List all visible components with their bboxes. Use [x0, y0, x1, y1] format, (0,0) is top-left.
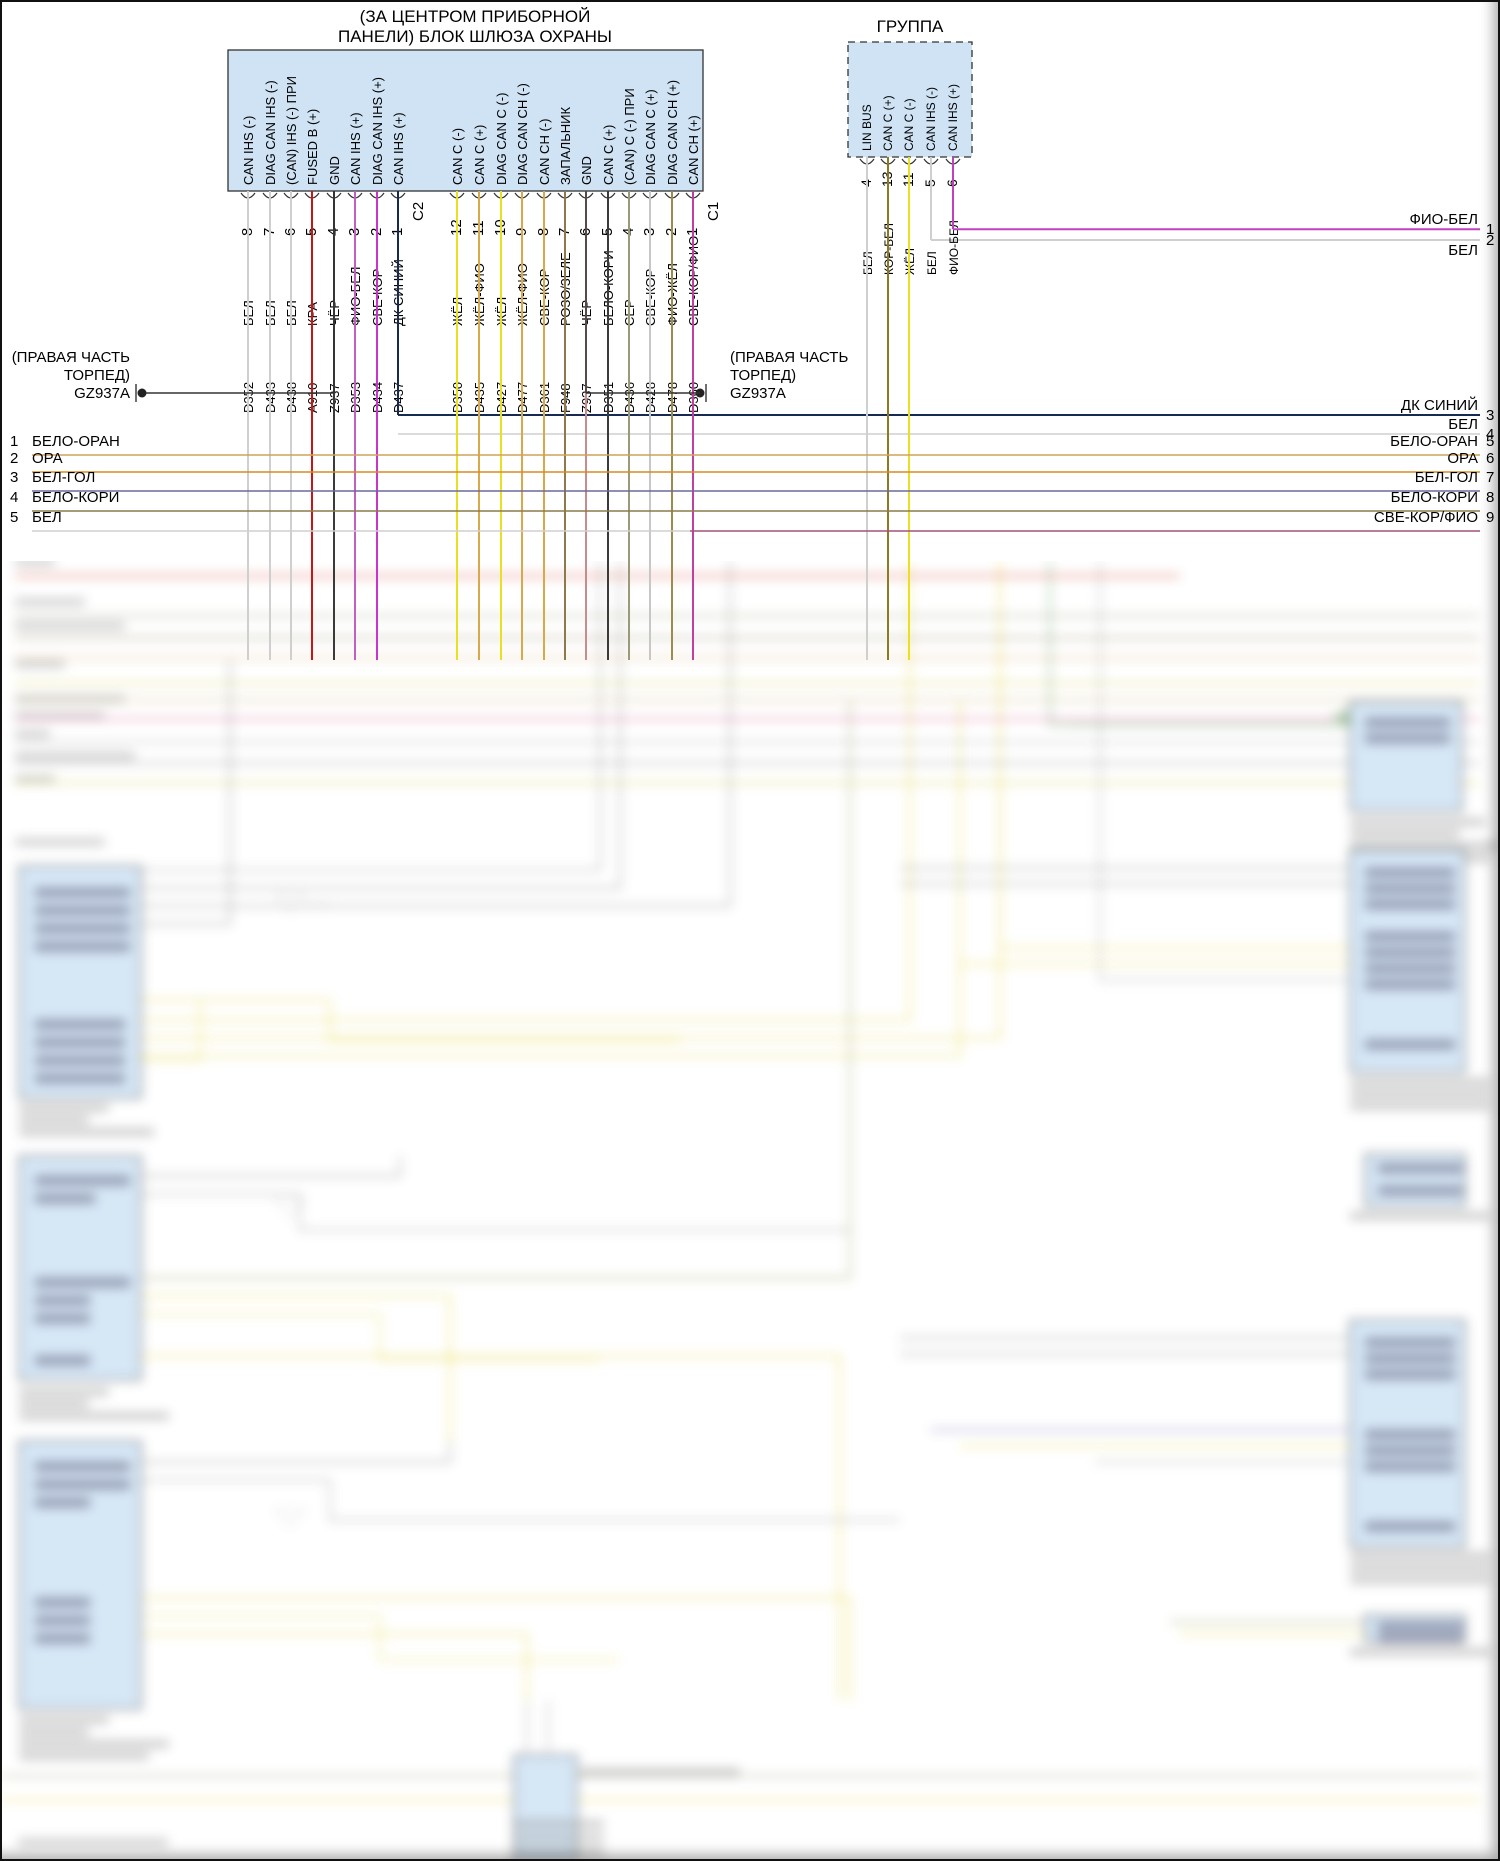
svg-text:(ЗА ЦЕНТРОМ ПРИБОРНОЙ: (ЗА ЦЕНТРОМ ПРИБОРНОЙ — [360, 7, 591, 26]
svg-text:CAN CH (-): CAN CH (-) — [537, 119, 552, 185]
svg-text:GND: GND — [327, 156, 342, 185]
svg-text:БЕЛ: БЕЛ — [1448, 416, 1478, 433]
svg-text:ЗАПАЛЬНИК: ЗАПАЛЬНИК — [558, 107, 573, 185]
svg-text:БЕЛ-ГОЛ: БЕЛ-ГОЛ — [1415, 469, 1478, 486]
svg-text:CAN IHS (+): CAN IHS (+) — [946, 84, 960, 151]
svg-text:ОРА: ОРА — [1447, 450, 1478, 467]
svg-text:GND: GND — [579, 156, 594, 185]
svg-text:БЕЛ: БЕЛ — [925, 251, 939, 275]
svg-text:(ПРАВАЯ ЧАСТЬ: (ПРАВАЯ ЧАСТЬ — [730, 349, 848, 366]
svg-text:(ПРАВАЯ ЧАСТЬ: (ПРАВАЯ ЧАСТЬ — [12, 349, 130, 366]
svg-text:ФИО-БЕЛ: ФИО-БЕЛ — [1409, 211, 1478, 228]
svg-text:CAN C (-): CAN C (-) — [450, 128, 465, 185]
svg-text:CAN IHS (+): CAN IHS (+) — [391, 112, 406, 185]
svg-text:5: 5 — [1486, 433, 1494, 450]
svg-text:БЕЛО-КОРИ: БЕЛО-КОРИ — [1391, 489, 1478, 506]
svg-text:5: 5 — [10, 509, 18, 526]
svg-text:DIAG CAN CH (+): DIAG CAN CH (+) — [665, 80, 680, 185]
svg-text:ОРА: ОРА — [32, 450, 63, 467]
svg-text:БЕЛО-ОРАН: БЕЛО-ОРАН — [1390, 433, 1478, 450]
svg-text:7: 7 — [1486, 469, 1494, 486]
svg-text:(CAN) IHS (-) ПРИ: (CAN) IHS (-) ПРИ — [284, 76, 299, 185]
svg-text:БЕЛ-ГОЛ: БЕЛ-ГОЛ — [32, 469, 95, 486]
svg-text:ТОРПЕД): ТОРПЕД) — [730, 367, 796, 384]
svg-text:6: 6 — [1486, 450, 1494, 467]
svg-text:8: 8 — [1486, 489, 1494, 506]
svg-text:FUSED B (+): FUSED B (+) — [305, 109, 320, 185]
svg-text:3: 3 — [10, 469, 18, 486]
svg-text:CAN C (-): CAN C (-) — [902, 98, 916, 151]
svg-text:БЕЛО-ОРАН: БЕЛО-ОРАН — [32, 433, 120, 450]
svg-text:ГРУППА: ГРУППА — [877, 17, 944, 36]
svg-text:1: 1 — [10, 433, 18, 450]
svg-text:DIAG CAN C (+): DIAG CAN C (+) — [643, 89, 658, 185]
svg-text:GZ937A: GZ937A — [730, 385, 786, 402]
svg-text:CAN IHS (-): CAN IHS (-) — [924, 87, 938, 151]
svg-text:DIAG CAN CH (-): DIAG CAN CH (-) — [515, 83, 530, 185]
svg-text:ДК СИНИЙ: ДК СИНИЙ — [1401, 396, 1478, 414]
svg-text:БЕЛ: БЕЛ — [32, 509, 62, 526]
svg-text:CAN IHS (+): CAN IHS (+) — [348, 112, 363, 185]
svg-text:(CAN) C (-) ПРИ: (CAN) C (-) ПРИ — [622, 88, 637, 185]
svg-text:CAN IHS (-): CAN IHS (-) — [241, 116, 256, 185]
svg-text:БЕЛ: БЕЛ — [1448, 242, 1478, 259]
svg-text:GZ937A: GZ937A — [74, 385, 130, 402]
svg-text:CAN C (+): CAN C (+) — [472, 125, 487, 185]
svg-text:СВЕ-КОР/ФИО: СВЕ-КОР/ФИО — [1374, 509, 1478, 526]
svg-text:2: 2 — [10, 450, 18, 467]
svg-text:ТОРПЕД): ТОРПЕД) — [64, 367, 130, 384]
svg-text:DIAG CAN IHS (-): DIAG CAN IHS (-) — [263, 80, 278, 185]
svg-text:ПАНЕЛИ) БЛОК ШЛЮЗА ОХРАНЫ: ПАНЕЛИ) БЛОК ШЛЮЗА ОХРАНЫ — [338, 27, 612, 46]
svg-text:CAN C (+): CAN C (+) — [881, 95, 895, 151]
svg-text:C1: C1 — [705, 202, 722, 221]
svg-text:DIAG CAN C (-): DIAG CAN C (-) — [494, 93, 509, 185]
svg-text:9: 9 — [1486, 509, 1494, 526]
svg-text:4: 4 — [10, 489, 18, 506]
svg-text:3: 3 — [1486, 407, 1494, 424]
svg-text:1: 1 — [1486, 221, 1494, 238]
svg-text:DIAG CAN IHS (+): DIAG CAN IHS (+) — [370, 77, 385, 185]
svg-text:C2: C2 — [410, 202, 427, 221]
svg-text:LIN BUS: LIN BUS — [860, 104, 874, 151]
svg-text:CAN CH (+): CAN CH (+) — [686, 115, 701, 185]
svg-text:БЕЛО-КОРИ: БЕЛО-КОРИ — [32, 489, 119, 506]
svg-text:CAN C (+): CAN C (+) — [601, 125, 616, 185]
